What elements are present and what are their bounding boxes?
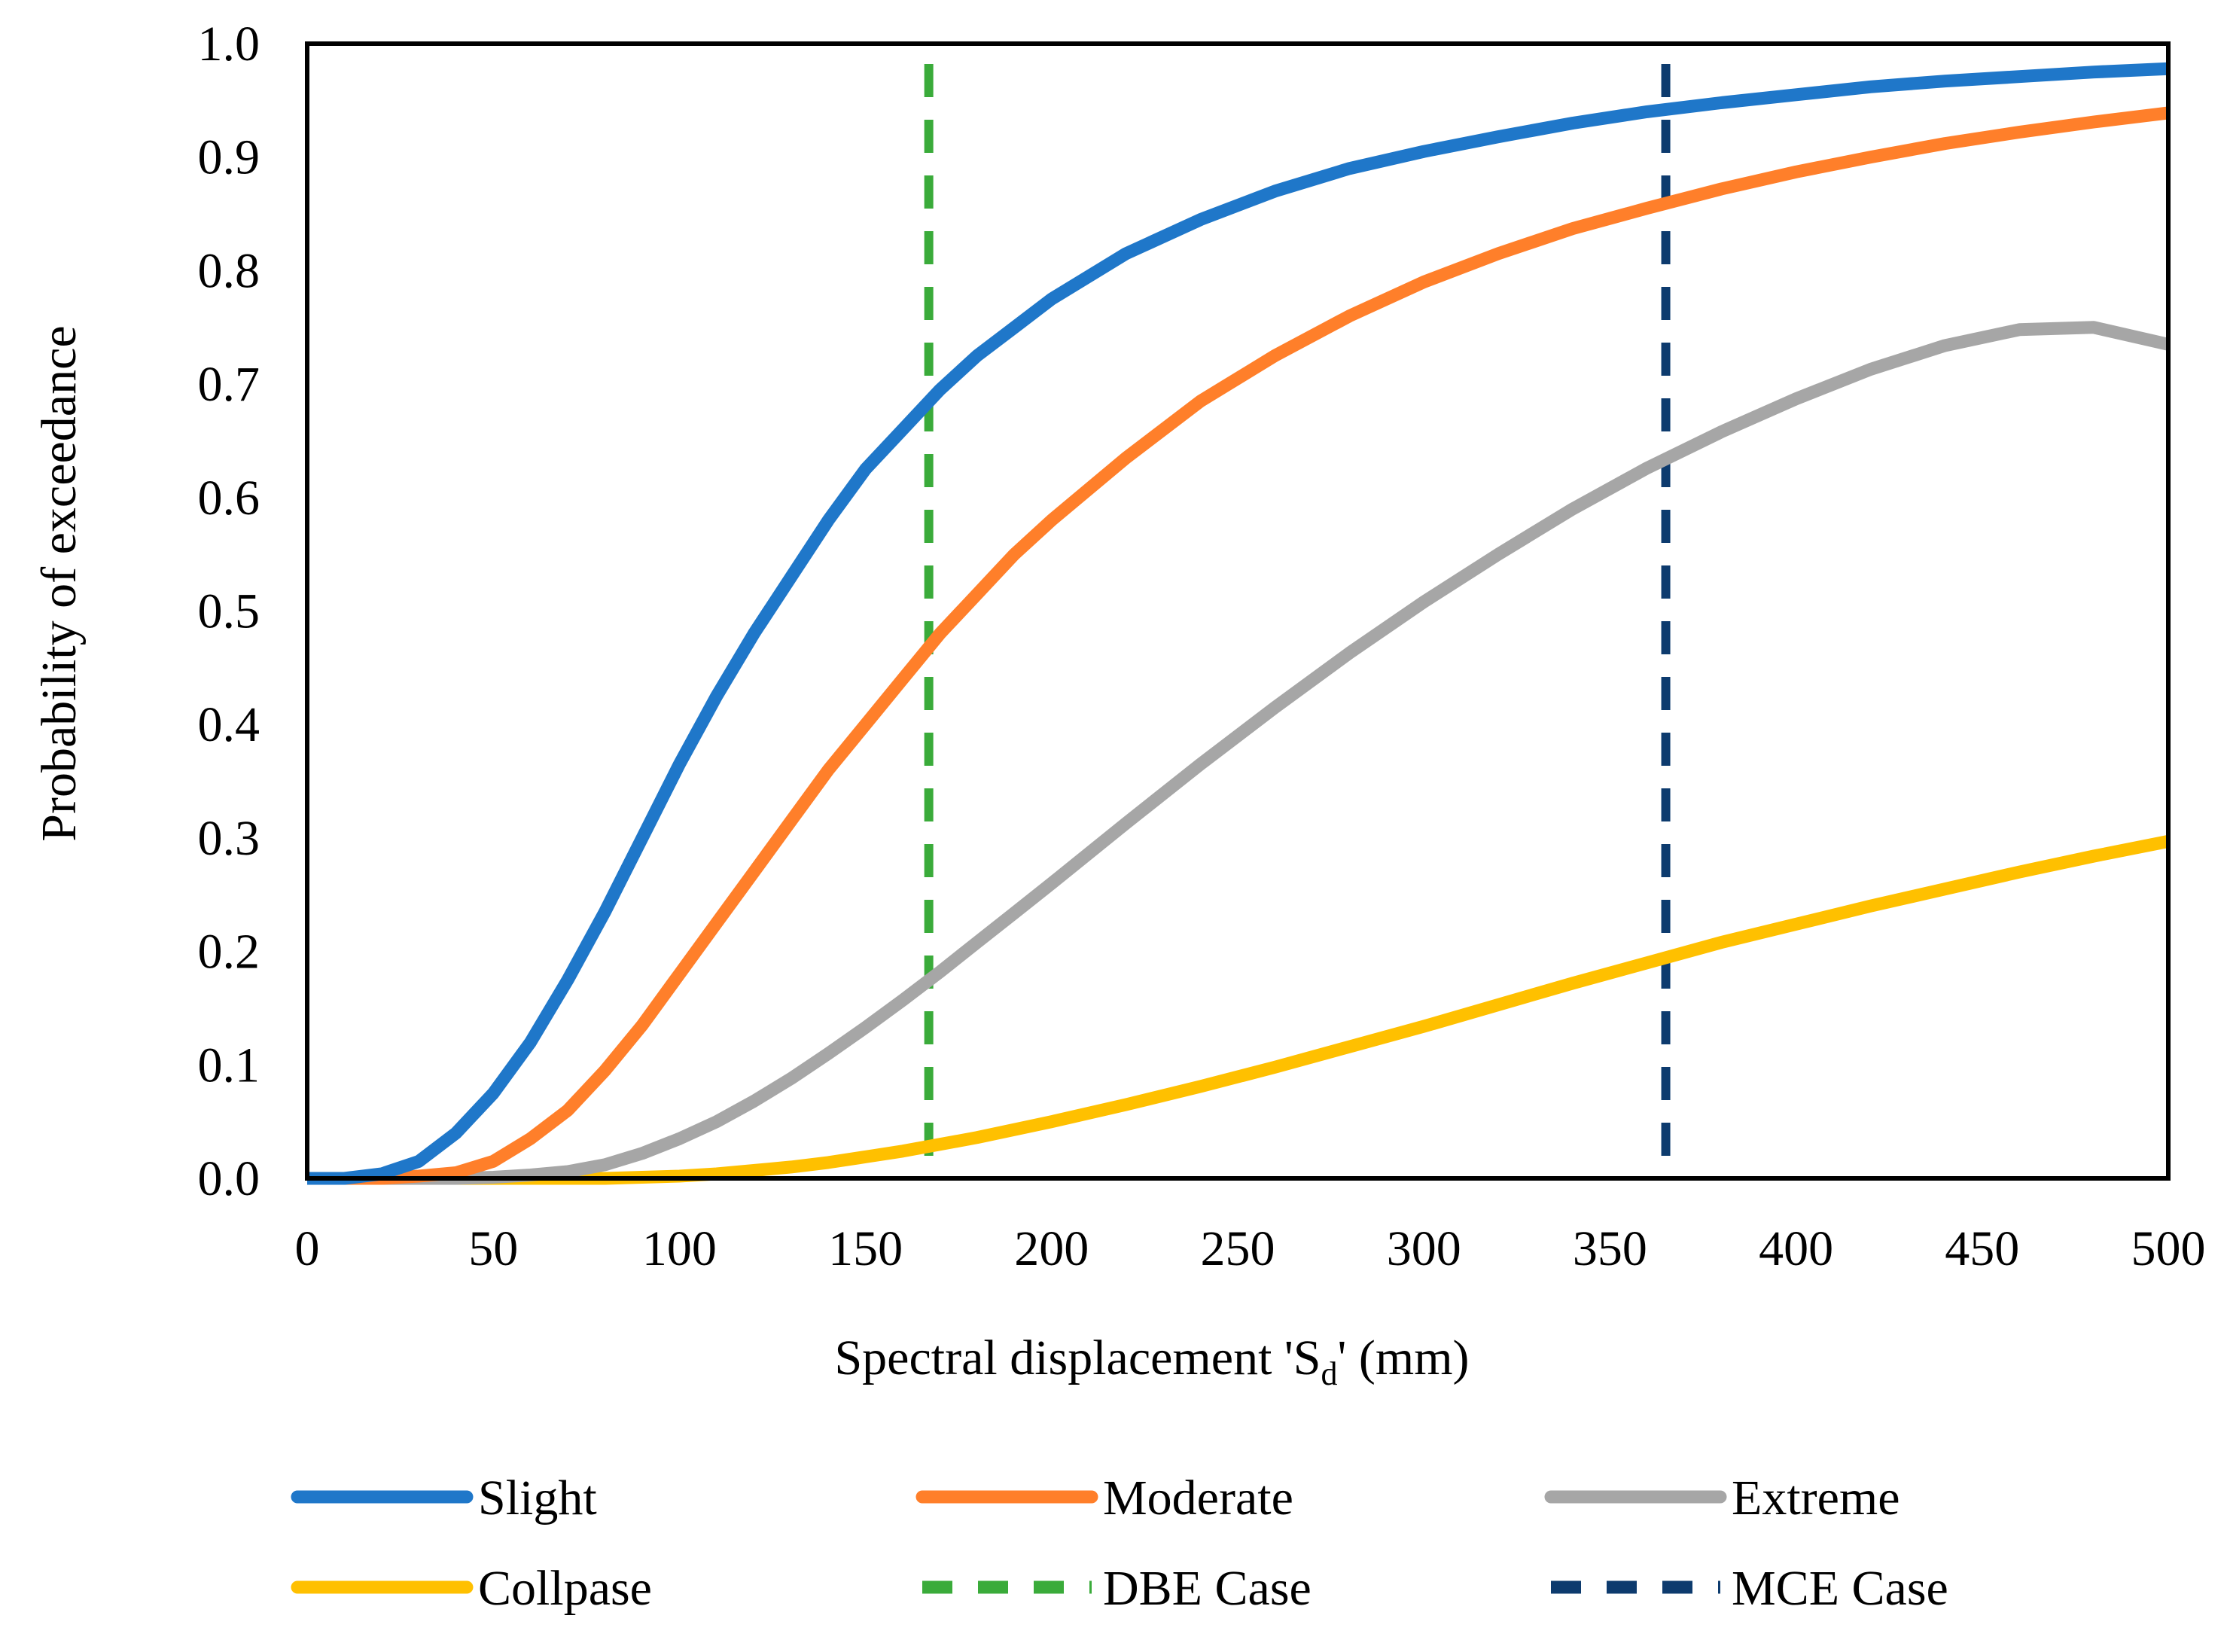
series-line-moderate [307, 106, 2170, 1185]
y-tick-label: 0.9 [198, 130, 260, 185]
y-tick-label: 0.7 [198, 357, 260, 412]
x-tick-label: 0 [295, 1221, 320, 1276]
y-tick-label: 1.0 [198, 17, 260, 72]
x-tick-label: 300 [1387, 1221, 1461, 1276]
plot-frame [305, 41, 2171, 1181]
series-line-slight [307, 62, 2169, 1185]
x-tick-label: 250 [1201, 1221, 1275, 1276]
legend-label-mce-case: MCE Case [1732, 1561, 1948, 1616]
x-tick-label: 350 [1573, 1221, 1647, 1276]
legend-label-moderate: Moderate [1103, 1471, 1293, 1526]
legend-label-collpase: Collpase [478, 1561, 652, 1616]
x-tick-label: 200 [1014, 1221, 1089, 1276]
legend-label-slight: Slight [478, 1471, 597, 1526]
x-axis-label-unit: ' (mm) [1338, 1330, 1470, 1385]
x-axis-label-subscript: d [1321, 1355, 1338, 1392]
legend: Slight Moderate Extreme Collpase DBE Case MCE… [291, 1471, 1948, 1616]
legend-label-extreme: Extreme [1732, 1471, 1900, 1526]
y-axis-label: Probability of exceedance [32, 325, 87, 841]
y-tick-label: 0.0 [198, 1151, 260, 1206]
legend-label-dbe-case: DBE Case [1103, 1561, 1312, 1616]
x-tick-label: 500 [2131, 1221, 2206, 1276]
y-tick-label: 0.2 [198, 925, 260, 980]
x-axis-ticks: 0 50 100 150 200 250 300 350 400 450 500 [295, 1221, 2206, 1276]
y-axis-ticks: 0.0 0.1 0.2 0.3 0.4 0.5 0.6 0.7 0.8 0.9 1.0 [198, 17, 260, 1206]
y-tick-label: 0.4 [198, 697, 260, 752]
x-tick-label: 150 [828, 1221, 903, 1276]
y-tick-label: 0.8 [198, 243, 260, 298]
y-tick-label: 0.5 [198, 584, 260, 639]
series-line-extreme [307, 321, 2170, 1185]
x-tick-label: 100 [642, 1221, 717, 1276]
x-tick-label: 50 [468, 1221, 518, 1276]
x-axis-label: Spectral displacement 'Sd' (mm) [834, 1330, 1469, 1392]
x-tick-label: 400 [1759, 1221, 1833, 1276]
y-tick-label: 0.3 [198, 811, 260, 866]
x-axis-label-main: Spectral displacement 'S [834, 1330, 1321, 1385]
x-tick-label: 450 [1945, 1221, 2019, 1276]
y-tick-label: 0.1 [198, 1038, 260, 1093]
y-tick-label: 0.6 [198, 471, 260, 526]
